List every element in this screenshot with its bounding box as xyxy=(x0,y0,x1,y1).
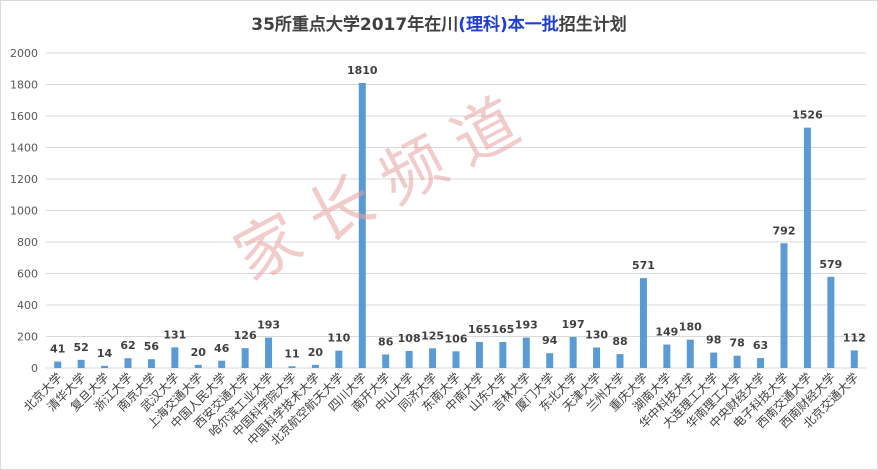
data-label: 1526 xyxy=(792,109,823,122)
data-label: 197 xyxy=(562,318,585,331)
bar xyxy=(850,350,858,368)
bar xyxy=(780,243,788,368)
bar xyxy=(757,358,765,368)
data-label: 56 xyxy=(144,340,160,353)
bar xyxy=(686,339,694,368)
data-label: 126 xyxy=(234,329,257,342)
y-tick-label: 1600 xyxy=(10,110,38,123)
title-prefix: 35所重点大学2017年在川 xyxy=(251,15,459,35)
bar xyxy=(593,347,601,368)
bar xyxy=(499,342,507,368)
data-label: 110 xyxy=(327,332,350,345)
bar xyxy=(569,336,577,368)
y-tick-label: 2000 xyxy=(10,47,38,60)
data-label: 20 xyxy=(308,346,324,359)
bar xyxy=(147,359,155,368)
data-label: 125 xyxy=(421,329,444,342)
chart-title: 35所重点大学2017年在川(理科)本一批招生计划 xyxy=(0,10,878,35)
y-tick-label: 800 xyxy=(17,236,38,249)
y-tick-label: 0 xyxy=(31,362,38,375)
bar xyxy=(663,344,671,368)
bar xyxy=(405,350,413,368)
data-label: 193 xyxy=(515,319,538,332)
data-label: 11 xyxy=(284,347,299,360)
bar xyxy=(710,352,718,368)
bar xyxy=(171,347,179,368)
y-tick-label: 600 xyxy=(17,268,38,281)
data-label: 94 xyxy=(542,334,558,347)
data-label: 579 xyxy=(819,258,842,271)
data-label: 98 xyxy=(706,334,721,347)
y-tick-label: 1000 xyxy=(10,205,38,218)
bar xyxy=(288,366,296,368)
bar xyxy=(265,337,273,368)
title-suffix: 招生计划 xyxy=(558,15,627,35)
data-label: 20 xyxy=(191,346,207,359)
bar xyxy=(101,365,109,368)
bar xyxy=(803,127,811,368)
data-label: 1810 xyxy=(347,64,378,77)
y-tick-label: 200 xyxy=(17,331,38,344)
bar xyxy=(429,348,437,368)
data-label: 62 xyxy=(120,339,135,352)
bar xyxy=(452,351,460,368)
bar xyxy=(546,353,554,368)
data-label: 52 xyxy=(73,341,88,354)
data-label: 112 xyxy=(843,331,866,344)
data-label: 130 xyxy=(585,329,608,342)
bar xyxy=(733,355,741,368)
data-label: 571 xyxy=(632,259,655,272)
y-tick-label: 1400 xyxy=(10,142,38,155)
bar xyxy=(475,342,483,368)
bar xyxy=(241,348,249,368)
data-label: 88 xyxy=(612,335,627,348)
data-label: 149 xyxy=(655,326,678,339)
data-label: 131 xyxy=(163,328,186,341)
bar xyxy=(194,364,202,368)
bar xyxy=(311,364,319,368)
bar xyxy=(77,359,85,368)
data-label: 108 xyxy=(398,332,421,345)
y-tick-label: 1800 xyxy=(10,79,38,92)
data-label: 165 xyxy=(468,323,491,336)
data-label: 165 xyxy=(491,323,514,336)
data-label: 41 xyxy=(50,343,65,356)
bar xyxy=(124,358,132,368)
data-label: 180 xyxy=(679,321,702,334)
bar xyxy=(218,360,226,368)
y-tick-label: 1200 xyxy=(10,173,38,186)
data-label: 86 xyxy=(378,335,394,348)
data-label: 63 xyxy=(753,339,768,352)
data-label: 46 xyxy=(214,342,230,355)
data-label: 792 xyxy=(773,224,796,237)
title-highlight: (理科)本一批 xyxy=(458,15,559,35)
bar xyxy=(827,276,835,368)
bar xyxy=(639,278,647,368)
bar xyxy=(335,350,343,368)
y-tick-label: 400 xyxy=(17,299,38,312)
bar xyxy=(358,82,366,369)
data-label: 106 xyxy=(445,332,468,345)
bar xyxy=(54,361,62,368)
bar xyxy=(616,354,624,368)
data-label: 193 xyxy=(257,319,280,332)
bar xyxy=(382,354,390,368)
data-label: 14 xyxy=(97,347,113,360)
data-label: 78 xyxy=(729,337,744,350)
bar xyxy=(522,337,530,368)
